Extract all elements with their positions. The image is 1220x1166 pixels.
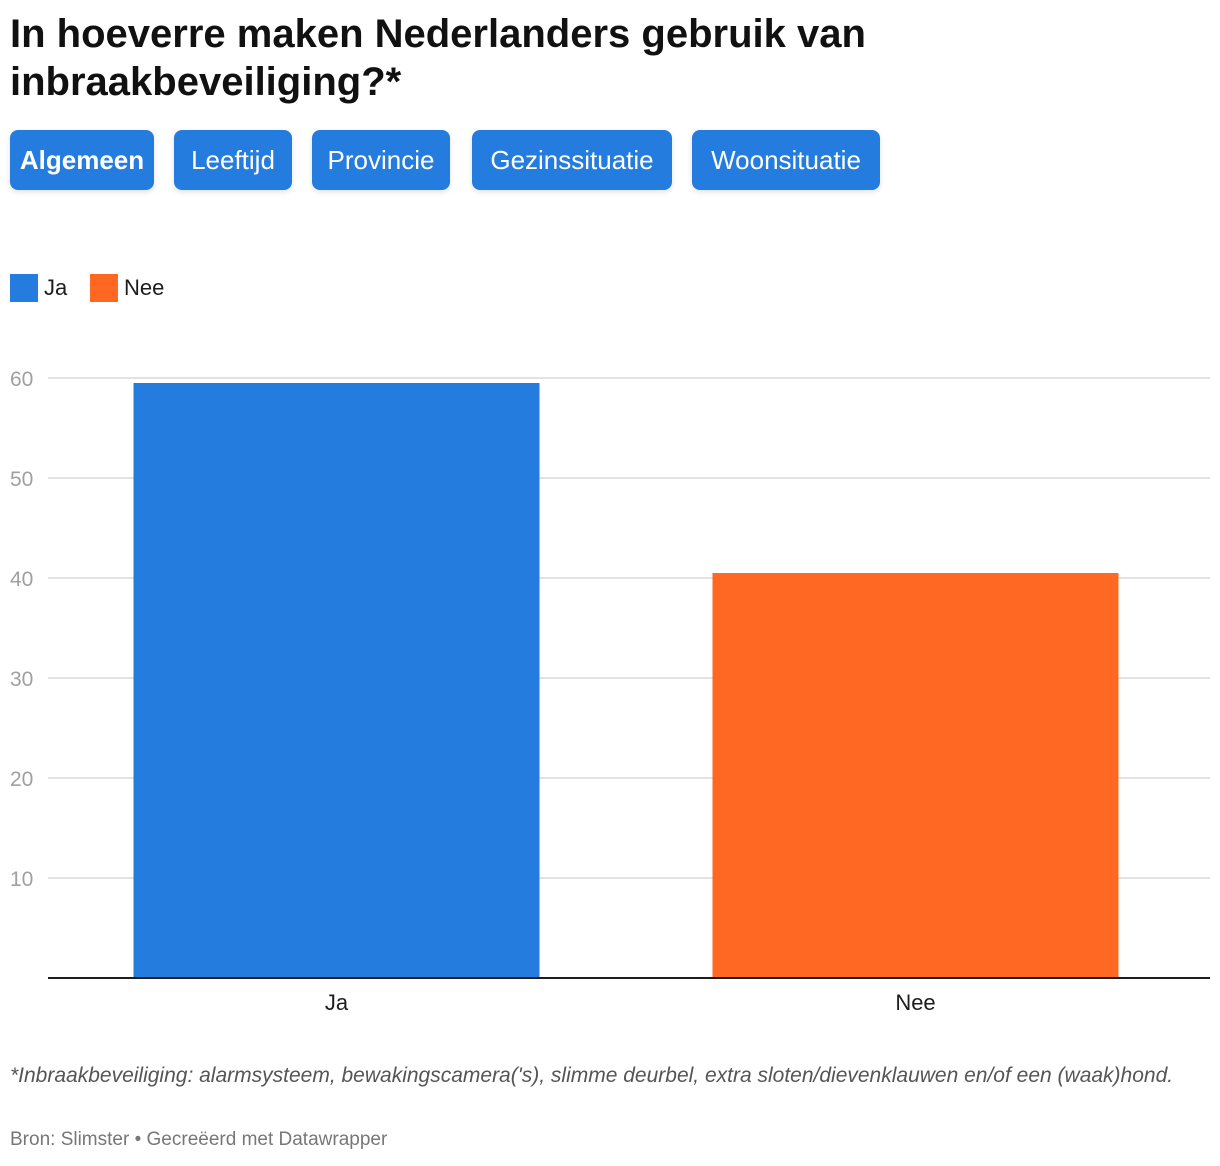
bars: [133, 383, 1119, 978]
bar-chart: 10 20 30 40 50 60 Ja Nee: [10, 368, 1210, 1015]
y-tick-label-40: 40: [10, 568, 33, 591]
y-tick-label-50: 50: [10, 468, 33, 491]
y-tick-label-20: 20: [10, 768, 33, 791]
y-tick-label-60: 60: [10, 368, 33, 391]
tab-leeftijd[interactable]: Leeftijd: [174, 130, 292, 190]
legend-swatch-nee: [90, 274, 118, 302]
y-tick-label-30: 30: [10, 668, 33, 691]
axis-labels: 10 20 30 40 50 60 Ja Nee: [10, 368, 936, 1015]
tab-provincie[interactable]: Provincie: [312, 130, 450, 190]
legend-swatch-ja: [10, 274, 38, 302]
x-tick-label-ja: Ja: [325, 990, 349, 1015]
x-tick-label-nee: Nee: [895, 990, 935, 1015]
footnote: *Inbraakbeveiliging: alarmsysteem, bewak…: [10, 1064, 1174, 1087]
legend-label-nee: Nee: [124, 275, 165, 300]
legend-label-ja: Ja: [44, 275, 68, 300]
tab-algemeen[interactable]: Algemeen: [10, 130, 154, 190]
tab-gezinssituatie[interactable]: Gezinssituatie: [472, 130, 672, 190]
bar-ja: [133, 383, 540, 978]
y-tick-label-10: 10: [10, 868, 33, 891]
bar-nee: [712, 573, 1119, 978]
tab-woonsituatie[interactable]: Woonsituatie: [692, 130, 880, 190]
chart-title: In hoeverre maken Nederlanders gebruik v…: [10, 12, 866, 104]
source-credit: Bron: Slimster • Gecreëerd met Datawrapp…: [10, 1129, 388, 1150]
